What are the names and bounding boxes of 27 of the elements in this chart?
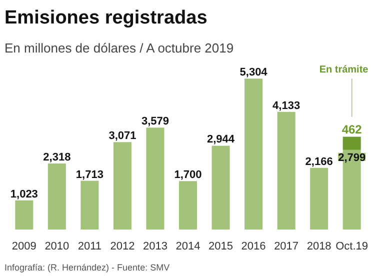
- x-tick-label: 2012: [110, 240, 135, 252]
- x-tick-label: 2010: [44, 240, 70, 252]
- data-label: 462: [342, 122, 362, 137]
- data-label: 5,304: [240, 66, 268, 79]
- data-label: 2,166: [305, 156, 333, 168]
- data-label: 4,133: [272, 100, 300, 112]
- data-label: 2,944: [207, 134, 236, 146]
- x-tick-label: 2016: [241, 240, 266, 252]
- chart-subtitle: En millones de dólares / A octubre 2019: [4, 40, 234, 56]
- x-tick-label: Oct.19: [336, 240, 368, 252]
- text: Infografía: (R. Hernández) - Fuente: SMV: [4, 262, 170, 272]
- chart-title: Emisiones registradas: [4, 8, 208, 28]
- x-tick-label: 2015: [208, 240, 234, 252]
- x-tick-label: 2018: [306, 240, 332, 252]
- x-tick-label: 2009: [12, 240, 36, 252]
- text: En trámite: [319, 64, 369, 76]
- data-label: 2,799: [338, 152, 366, 164]
- x-tick-label: 2013: [142, 240, 168, 252]
- data-label: 3,071: [108, 130, 136, 142]
- data-label: 1,700: [174, 169, 202, 182]
- x-tick-label: 2014: [176, 240, 200, 252]
- data-label: 3,579: [141, 116, 169, 128]
- x-tick-label: 2017: [274, 240, 299, 252]
- data-label: 1,023: [10, 188, 38, 200]
- data-label: 2,318: [43, 152, 71, 164]
- data-label: 1,713: [76, 168, 104, 181]
- x-tick-label: 2011: [78, 240, 102, 252]
